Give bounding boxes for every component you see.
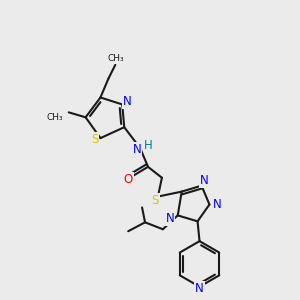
Text: N: N bbox=[165, 212, 174, 225]
Text: N: N bbox=[123, 95, 132, 108]
Text: S: S bbox=[91, 133, 98, 146]
Text: H: H bbox=[144, 139, 152, 152]
Text: CH₃: CH₃ bbox=[46, 113, 63, 122]
Text: N: N bbox=[213, 198, 222, 211]
Text: CH₃: CH₃ bbox=[107, 54, 124, 63]
Text: S: S bbox=[151, 194, 159, 207]
Text: N: N bbox=[195, 282, 204, 295]
Text: N: N bbox=[200, 174, 209, 187]
Text: N: N bbox=[133, 142, 142, 155]
Text: O: O bbox=[124, 173, 133, 186]
